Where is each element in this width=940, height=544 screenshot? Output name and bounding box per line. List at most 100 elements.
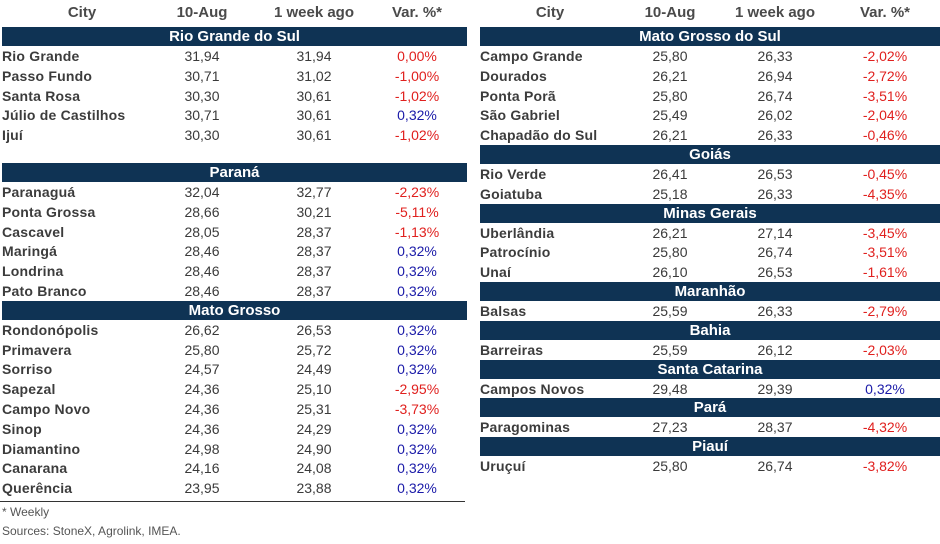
variation-value: 0,32% [397, 480, 437, 497]
variation-value: 0,32% [865, 380, 905, 397]
table-row: Júlio de Castilhos 30,71 30,61 0,32% [2, 105, 467, 125]
left-price-table: City 10-Aug 1 week ago Var. %* Rio Grand… [2, 0, 467, 498]
price-week-ago: 26,33 [757, 127, 793, 144]
price-date: 26,21 [652, 67, 688, 84]
price-week-ago: 26,74 [757, 87, 793, 104]
left-table-body: Rio Grande do Sul Rio Grande 31,94 31,94 0,0… [2, 27, 467, 498]
region-header: Mato Grosso do Sul [480, 27, 940, 46]
city-name: Pato Branco [2, 282, 87, 299]
table-row: Balsas 25,59 26,33 -2,79% [480, 301, 940, 321]
table-header: City 10-Aug 1 week ago Var. %* [480, 0, 940, 27]
variation-value: -4,35% [862, 185, 908, 202]
city-name: Unaí [480, 264, 512, 281]
city-name: Santa Rosa [2, 87, 81, 104]
variation-value: -4,32% [862, 419, 908, 436]
table-row: Patrocínio 25,80 26,74 -3,51% [480, 242, 940, 262]
table-row: Primavera 25,80 25,72 0,32% [2, 340, 467, 360]
price-week-ago: 28,37 [296, 243, 332, 260]
price-week-ago: 27,14 [757, 224, 793, 241]
price-date: 26,10 [652, 264, 688, 281]
price-date: 28,46 [184, 243, 220, 260]
header-week-ago: 1 week ago [734, 4, 816, 21]
table-header: City 10-Aug 1 week ago Var. %* [2, 0, 467, 27]
city-name: Sinop [2, 420, 42, 437]
region-header: Minas Gerais [480, 203, 940, 223]
variation-value: 0,32% [397, 420, 437, 437]
price-date: 27,23 [652, 419, 688, 436]
variation-value: -3,82% [862, 458, 908, 475]
price-week-ago: 26,33 [757, 48, 793, 64]
table-row: Uruçuí 25,80 26,74 -3,82% [480, 456, 940, 476]
variation-value: 0,32% [397, 440, 437, 457]
city-name: Ponta Porã [480, 87, 556, 104]
city-name: Sorriso [2, 361, 53, 378]
price-date: 24,98 [184, 440, 220, 457]
table-row: Querência 23,95 23,88 0,32% [2, 478, 467, 498]
price-date: 26,21 [652, 224, 688, 241]
table-row: Londrina 28,46 28,37 0,32% [2, 261, 467, 281]
table-row: Rio Verde 26,41 26,53 -0,45% [480, 164, 940, 184]
right-price-table: City 10-Aug 1 week ago Var. %* Mato Gros… [480, 0, 940, 476]
variation-value: 0,32% [397, 282, 437, 299]
region-header: Maranhão [480, 281, 940, 301]
city-name: Querência [2, 480, 73, 497]
variation-value: 0,32% [397, 341, 437, 358]
variation-value: -2,02% [862, 48, 908, 64]
table-row: Pato Branco 28,46 28,37 0,32% [2, 281, 467, 301]
price-week-ago: 28,37 [296, 282, 332, 299]
city-name: Balsas [480, 302, 527, 319]
price-date: 26,21 [652, 127, 688, 144]
variation-value: 0,00% [397, 48, 437, 64]
price-week-ago: 26,53 [757, 264, 793, 281]
city-name: Campos Novos [480, 380, 585, 397]
price-date: 25,80 [652, 244, 688, 261]
header-variation: Var. %* [391, 4, 443, 21]
table-row: Santa Rosa 30,30 30,61 -1,02% [2, 86, 467, 106]
price-date: 25,59 [652, 341, 688, 358]
price-date: 26,62 [184, 321, 220, 338]
variation-value: -2,95% [394, 381, 440, 398]
price-week-ago: 23,88 [296, 480, 332, 497]
table-row: Sorriso 24,57 24,49 0,32% [2, 359, 467, 379]
variation-value: -1,02% [394, 127, 440, 144]
table-row: São Gabriel 25,49 26,02 -2,04% [480, 105, 940, 125]
price-week-ago: 26,74 [757, 458, 793, 475]
price-date: 25,18 [652, 185, 688, 202]
price-week-ago: 28,37 [296, 263, 332, 280]
city-name: Maringá [2, 243, 58, 260]
price-week-ago: 24,90 [296, 440, 332, 457]
table-row: Ponta Porã 25,80 26,74 -3,51% [480, 86, 940, 106]
city-name: Primavera [2, 341, 72, 358]
city-name: Campo Grande [480, 48, 583, 64]
table-row: Sinop 24,36 24,29 0,32% [2, 419, 467, 439]
price-date: 28,46 [184, 263, 220, 280]
price-week-ago: 26,53 [757, 165, 793, 182]
price-date: 30,30 [184, 87, 220, 104]
price-date: 25,80 [652, 458, 688, 475]
price-week-ago: 30,61 [296, 87, 332, 104]
city-name: Ijuí [2, 127, 24, 144]
city-name: Cascavel [2, 223, 65, 240]
price-week-ago: 30,21 [296, 203, 332, 220]
variation-value: -2,03% [862, 341, 908, 358]
price-week-ago: 26,94 [757, 67, 793, 84]
price-week-ago: 26,33 [757, 302, 793, 319]
city-name: São Gabriel [480, 107, 561, 124]
price-week-ago: 26,53 [296, 321, 332, 338]
header-variation: Var. %* [859, 4, 911, 21]
price-date: 30,71 [184, 107, 220, 124]
price-date: 28,66 [184, 203, 220, 220]
city-name: Campo Novo [2, 400, 91, 417]
price-week-ago: 31,02 [296, 67, 332, 84]
header-city: City [67, 4, 97, 21]
price-date: 23,95 [184, 480, 220, 497]
price-date: 30,30 [184, 127, 220, 144]
region-header: Pará [480, 398, 940, 418]
city-name: Rio Verde [480, 165, 547, 182]
table-row: Cascavel 28,05 28,37 -1,13% [2, 222, 467, 242]
variation-value: 0,32% [397, 263, 437, 280]
price-date: 29,48 [652, 380, 688, 397]
price-week-ago: 32,77 [296, 183, 332, 200]
region-header: Paraná [2, 162, 467, 182]
variation-value: -1,13% [394, 223, 440, 240]
